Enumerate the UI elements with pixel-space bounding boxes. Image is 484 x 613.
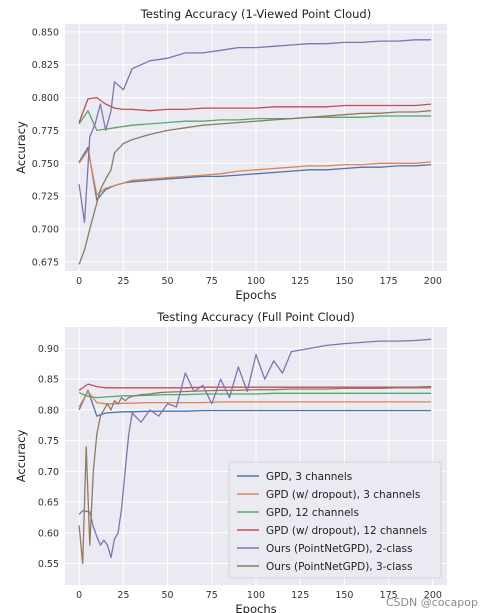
chart-1: 0 25 50 75 100 125 150 175 200 0.675 0.700 0.725 0.7… bbox=[14, 7, 447, 302]
x-tick-label: 0 bbox=[76, 276, 82, 287]
x-tick-label: 175 bbox=[380, 590, 398, 601]
x-tick-label: 200 bbox=[424, 276, 442, 287]
x-tick-label: 100 bbox=[247, 276, 265, 287]
legend-label: GPD, 12 channels bbox=[266, 507, 359, 519]
x-tick-label: 50 bbox=[162, 276, 174, 287]
x-tick-label: 25 bbox=[117, 590, 129, 601]
y-axis-label: Accuracy bbox=[14, 121, 28, 174]
y-tick-label: 0.70 bbox=[38, 467, 59, 478]
x-tick-label: 125 bbox=[291, 590, 309, 601]
chart-title: Testing Accuracy (1-Viewed Point Cloud) bbox=[140, 7, 371, 21]
x-tick-label: 150 bbox=[335, 590, 353, 601]
x-tick-label: 100 bbox=[247, 590, 265, 601]
y-tick-label: 0.85 bbox=[38, 375, 59, 386]
y-tick-label: 0.55 bbox=[38, 559, 59, 570]
y-tick-label: 0.60 bbox=[38, 528, 59, 539]
y-tick-label: 0.825 bbox=[32, 60, 59, 71]
series-line-gpd_drop12 bbox=[78, 383, 432, 391]
y-tick-label: 0.700 bbox=[32, 224, 59, 235]
series-line-gpd3 bbox=[78, 389, 432, 417]
legend-label: GPD (w/ dropout), 12 channels bbox=[266, 525, 427, 537]
y-tick-label: 0.850 bbox=[32, 27, 59, 38]
y-tick-label: 0.750 bbox=[32, 159, 59, 170]
y-tick-label: 0.90 bbox=[38, 344, 59, 355]
x-tick-label: 150 bbox=[335, 276, 353, 287]
watermark: CSDN @cocapop bbox=[385, 596, 478, 609]
legend-label: Ours (PointNetGPD), 2-class bbox=[266, 543, 413, 555]
chart-title: Testing Accuracy (Full Point Cloud) bbox=[156, 310, 355, 324]
x-axis-label: Epochs bbox=[235, 288, 276, 302]
series-line-ours3 bbox=[78, 387, 432, 565]
x-tick-label: 0 bbox=[76, 590, 82, 601]
y-tick-label: 0.65 bbox=[38, 498, 59, 509]
x-tick-label: 75 bbox=[206, 276, 218, 287]
y-tick-label: 0.775 bbox=[32, 126, 59, 137]
legend-box bbox=[228, 461, 442, 579]
y-axis-label: Accuracy bbox=[14, 430, 28, 483]
chart-2: 0 25 50 75 100 125 150 175 200 0.55 0.60 0.65 0.70 0.… bbox=[14, 310, 447, 613]
series-line-gpd_drop3 bbox=[78, 149, 432, 196]
series-line-ours2 bbox=[78, 39, 432, 224]
y-tick-label: 0.75 bbox=[38, 436, 59, 447]
y-tick-label: 0.675 bbox=[32, 257, 59, 268]
y-tick-label: 0.800 bbox=[32, 93, 59, 104]
legend-label: GPD (w/ dropout), 3 channels bbox=[266, 489, 420, 501]
series-line-ours3 bbox=[78, 110, 432, 265]
x-tick-label: 125 bbox=[291, 276, 309, 287]
x-tick-label: 200 bbox=[424, 590, 442, 601]
x-axis-label: Epochs bbox=[235, 602, 276, 613]
y-tick-label: 0.80 bbox=[38, 405, 59, 416]
series-line-ours2 bbox=[78, 338, 432, 559]
series-line-gpd12 bbox=[78, 110, 432, 132]
series-line-gpd12 bbox=[78, 392, 432, 399]
legend: GPD, 3 channels GPD (w/ dropout), 3 chann… bbox=[228, 461, 442, 579]
x-tick-label: 50 bbox=[162, 590, 174, 601]
x-tick-label: 75 bbox=[206, 590, 218, 601]
legend-label: GPD, 3 channels bbox=[266, 471, 352, 483]
y-tick-label: 0.725 bbox=[32, 192, 59, 203]
series-line-gpd_drop12 bbox=[78, 96, 432, 123]
x-tick-label: 175 bbox=[380, 276, 398, 287]
x-tick-label: 25 bbox=[117, 276, 129, 287]
legend-label: Ours (PointNetGPD), 3-class bbox=[266, 561, 413, 573]
